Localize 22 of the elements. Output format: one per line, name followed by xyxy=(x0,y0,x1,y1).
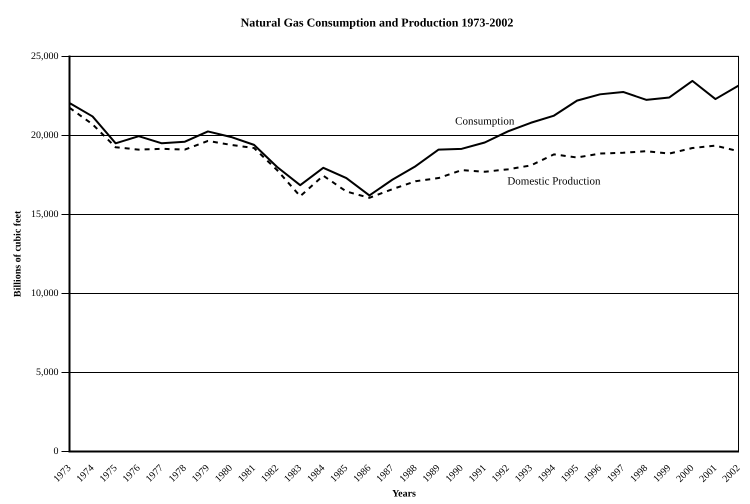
x-tick-label: 1990 xyxy=(444,462,466,485)
x-axis-title: Years xyxy=(392,488,416,500)
x-tick-label: 1979 xyxy=(190,462,212,485)
x-tick-label: 1989 xyxy=(420,462,443,485)
y-tick-label: 10,000 xyxy=(31,288,58,300)
y-tick-label: 20,000 xyxy=(31,130,58,142)
x-tick-label: 1981 xyxy=(236,462,258,485)
y-tick-label: 15,000 xyxy=(31,209,58,220)
chart-title: Natural Gas Consumption and Production 1973-2002 xyxy=(240,15,514,30)
series-label: Consumption xyxy=(455,116,515,128)
x-tick-label: 1982 xyxy=(259,462,282,485)
x-tick-label: 1999 xyxy=(651,462,674,485)
x-tick-label: 1991 xyxy=(466,462,489,485)
x-tick-label: 1992 xyxy=(490,462,512,485)
x-tick-label: 1983 xyxy=(282,462,304,485)
x-tick-label: 1980 xyxy=(213,462,235,485)
series-label: Domestic Production xyxy=(507,175,602,188)
y-axis-title: Billions of cubic feet xyxy=(12,210,24,298)
y-tick-label: 0 xyxy=(54,446,58,457)
x-tick-label: 1998 xyxy=(628,462,650,485)
y-tick-label: 25,000 xyxy=(31,51,58,62)
y-tick-label: 5,000 xyxy=(36,367,58,378)
